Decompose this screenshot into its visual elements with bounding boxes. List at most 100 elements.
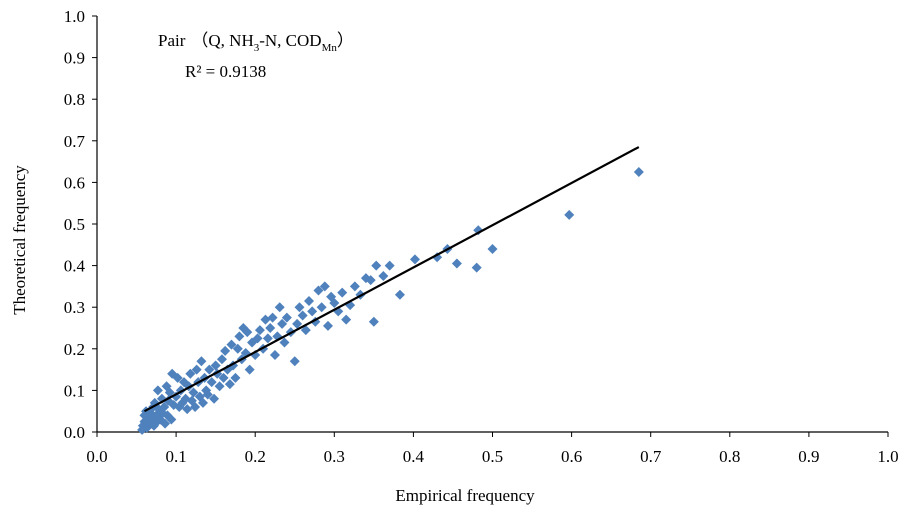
x-tick-label: 0.7 [640, 447, 662, 466]
y-tick-label: 0.4 [64, 257, 86, 276]
data-point [185, 368, 196, 379]
data-point [224, 379, 235, 390]
data-point [432, 252, 443, 263]
data-point [265, 323, 276, 333]
data-point [191, 364, 202, 375]
data-point [289, 356, 300, 367]
data-point [368, 316, 379, 327]
data-point [394, 289, 405, 300]
pair-sub-mn: Mn [322, 42, 338, 54]
data-point [378, 271, 389, 281]
data-point [294, 302, 305, 313]
x-tick-label: 0.0 [86, 447, 107, 466]
data-point [214, 381, 225, 392]
y-tick-label: 0.5 [64, 215, 85, 234]
data-point [202, 389, 213, 400]
y-tick-label: 0.8 [64, 90, 85, 109]
data-point [172, 372, 183, 383]
x-tick-label: 0.2 [245, 447, 266, 466]
data-point [188, 387, 199, 398]
x-tick-label: 0.4 [403, 447, 425, 466]
data-point [234, 331, 245, 342]
data-point [365, 275, 376, 286]
data-point [230, 372, 241, 383]
y-tick-label: 0.9 [64, 49, 85, 68]
y-axis-title: Theoretical frequency [10, 165, 29, 315]
data-point [274, 302, 285, 313]
y-tick-label: 0.3 [64, 298, 85, 317]
data-point [164, 387, 175, 398]
y-tick-label: 0.7 [64, 132, 86, 151]
data-point [300, 325, 311, 336]
pair-open: （Q, NH [191, 31, 253, 50]
x-tick-label: 0.1 [165, 447, 186, 466]
pair-annotation: Pair （Q, NH3-N, CODMn） [158, 31, 354, 54]
data-point [226, 339, 237, 350]
data-point [319, 281, 330, 292]
data-point [267, 312, 278, 323]
pair-mid: -N, COD [259, 31, 321, 50]
data-point [152, 385, 163, 396]
data-point [182, 404, 193, 415]
data-point [303, 295, 314, 306]
data-point [471, 262, 482, 273]
data-point [206, 377, 217, 388]
data-point [297, 310, 308, 321]
data-point [220, 345, 231, 356]
r-squared-label: R² = 0.9138 [185, 62, 266, 81]
data-point [316, 302, 327, 313]
ticks: 0.0 0.1 0.2 0.3 0.4 0.5 0.6 0.7 0.8 0.9 1.0 0.0 0.1 0… [64, 7, 899, 466]
data-point [196, 356, 207, 367]
data-point [252, 333, 263, 344]
data-point [277, 318, 288, 329]
data-point [209, 393, 220, 404]
data-point [292, 318, 303, 329]
data-point [564, 209, 575, 220]
data-point [409, 254, 420, 265]
pair-label: Pair [158, 31, 186, 50]
data-point [341, 314, 352, 325]
y-tick-label: 0.6 [64, 173, 85, 192]
data-point [216, 354, 227, 365]
data-point [279, 337, 290, 348]
pair-sub-3: 3 [254, 42, 260, 54]
data-point [247, 337, 258, 348]
data-point [190, 402, 201, 413]
data-point [218, 372, 229, 383]
data-point [349, 281, 360, 292]
data-point [269, 350, 280, 361]
data-point [260, 314, 271, 325]
data-point [244, 364, 255, 375]
data-point [337, 287, 348, 298]
y-tick-label: 0.1 [64, 381, 85, 400]
data-point [633, 167, 644, 177]
data-point [232, 343, 243, 354]
data-point [384, 260, 395, 271]
x-tick-label: 1.0 [877, 447, 898, 466]
data-point [451, 258, 462, 269]
x-tick-label: 0.9 [798, 447, 819, 466]
x-tick-label: 0.5 [482, 447, 503, 466]
data-point [204, 364, 215, 375]
data-point [313, 285, 324, 296]
data-point [281, 312, 292, 323]
y-tick-label: 1.0 [64, 7, 85, 26]
y-tick-label: 0.2 [64, 340, 85, 359]
data-point [242, 327, 253, 338]
data-point [160, 418, 171, 429]
data-point [322, 320, 333, 331]
data-point [487, 243, 498, 254]
data-point [210, 360, 221, 371]
x-tick-label: 0.3 [324, 447, 345, 466]
pair-close: ） [337, 31, 354, 50]
data-point [262, 333, 273, 344]
data-points [137, 167, 644, 435]
x-tick-label: 0.6 [561, 447, 582, 466]
trendline [143, 146, 640, 413]
data-point [307, 306, 318, 317]
x-axis-title: Empirical frequency [395, 486, 535, 505]
x-tick-label: 0.8 [719, 447, 740, 466]
data-point [329, 298, 340, 309]
data-point [197, 397, 208, 408]
